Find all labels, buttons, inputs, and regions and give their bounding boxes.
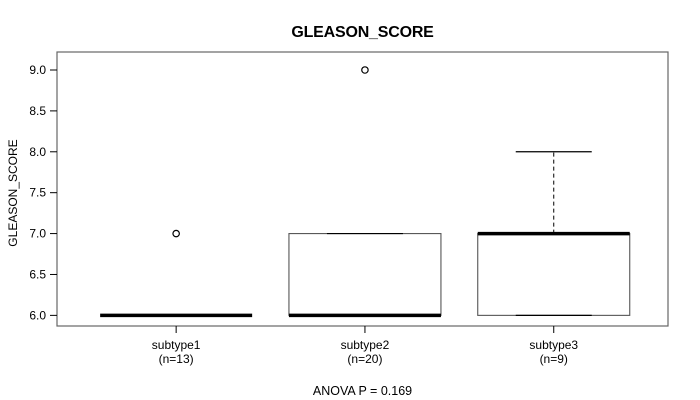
x-group-count-label: (n=9) [540, 352, 568, 366]
y-tick-label: 8.0 [29, 145, 46, 159]
y-tick-label: 7.5 [29, 186, 46, 200]
x-group-label: subtype3 [529, 338, 578, 352]
iqr-box [477, 233, 631, 316]
y-tick-label: 8.5 [29, 104, 46, 118]
outlier-point [361, 66, 369, 74]
y-tick-label: 6.5 [29, 267, 46, 281]
x-group-label: subtype2 [341, 338, 390, 352]
x-group-count-label: (n=13) [159, 352, 194, 366]
plot-border [56, 51, 669, 327]
chart-title: GLEASON_SCORE [291, 24, 434, 41]
x-group-label: subtype1 [152, 338, 201, 352]
y-tick-label: 9.0 [29, 63, 46, 77]
anova-p-note: ANOVA P = 0.169 [312, 384, 413, 398]
y-tick-label: 7.0 [29, 227, 46, 241]
iqr-box [288, 233, 442, 316]
x-group-count-label: (n=20) [347, 352, 382, 366]
outlier-point [172, 229, 180, 238]
y-tick-label: 6.0 [29, 308, 46, 322]
